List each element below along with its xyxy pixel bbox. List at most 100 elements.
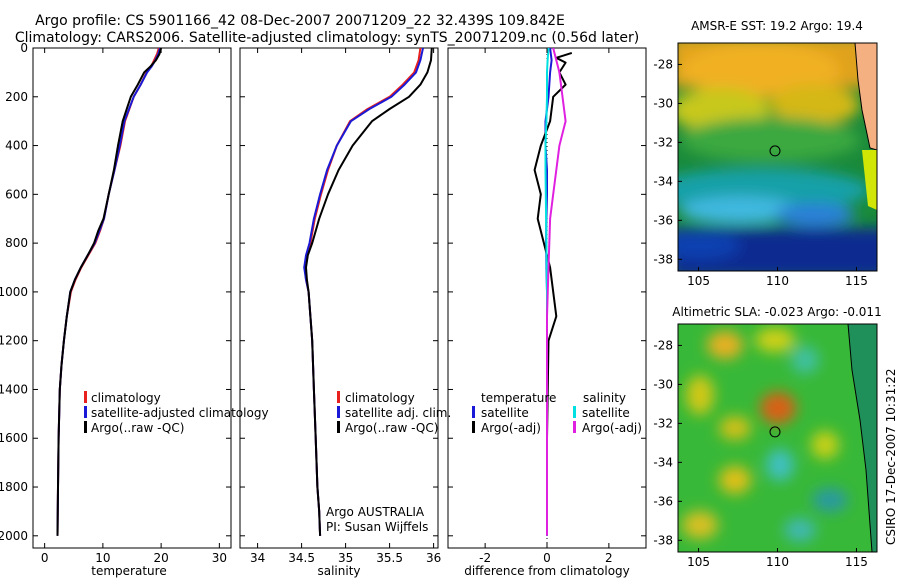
salinity-x-label: salinity	[317, 564, 360, 578]
salinity-panel: 34 34.5 35 35.5 36 salinity climatology sate…	[239, 47, 451, 578]
series-line-argo-raw-qc-	[305, 48, 433, 536]
legend-swatch-satellite	[84, 406, 87, 418]
map-y-tick-label: -28	[653, 338, 673, 352]
legend-text-temp-satellite: satellite	[481, 406, 529, 420]
map-y-tick-label: -30	[653, 96, 673, 110]
series-line-argo-raw-qc-	[56, 48, 163, 536]
map-x-tick-label: 105	[687, 274, 710, 288]
sst-map-landmass	[854, 43, 877, 151]
legend-text-sal-argo: Argo(-adj)	[582, 421, 642, 435]
salinity-series-group	[303, 48, 433, 536]
map-y-tick-label: -34	[653, 174, 673, 188]
map-y-tick-label: -36	[653, 494, 673, 508]
x-tick-label: 10	[95, 551, 110, 565]
map-y-tick-label: -32	[653, 416, 673, 430]
sst-map-panel: AMSR-E SST: 19.2 Argo: 19.4 105 110 115 -28…	[653, 19, 878, 288]
annotation-pi: PI: Susan Wijffels	[326, 520, 428, 534]
sla-map-title: Altimetric SLA: -0.023 Argo: -0.011	[672, 305, 881, 319]
sla-map-axes: 105 110 115 -28 -30 -32 -34 -36 -38	[653, 338, 868, 569]
difference-legend: temperature salinity satellite Argo(-adj…	[472, 391, 642, 435]
sla-map-image	[678, 324, 877, 552]
legend-text-satellite: satellite-adjusted climatology	[91, 406, 269, 420]
sst-map-coastal-warm-band	[862, 150, 877, 210]
sla-map-panel: Altimetric SLA: -0.023 Argo: -0.011 10	[653, 305, 881, 569]
x-tick-label: 30	[212, 551, 227, 565]
map-y-tick-label: -30	[653, 377, 673, 391]
series-line-climatology	[56, 48, 160, 536]
x-tick-label: 20	[153, 551, 168, 565]
map-y-tick-label: -34	[653, 455, 673, 469]
map-y-tick-label: -28	[653, 57, 673, 71]
salinity-plot-frame	[239, 47, 439, 549]
series-line-temperature-argo-adj-	[533, 51, 573, 536]
map-y-tick-label: -38	[653, 252, 673, 266]
temperature-plot-frame	[32, 47, 232, 549]
y-tick-label: 1800	[0, 480, 28, 494]
legend-header-salinity: salinity	[583, 391, 626, 405]
y-tick-label: 0	[20, 41, 28, 55]
map-x-tick-label: 115	[845, 274, 868, 288]
map-x-tick-label: 105	[687, 555, 710, 569]
series-line-salinity-argo-adj-	[546, 48, 567, 536]
series-line-satellite-adj-clim-	[303, 48, 424, 536]
map-x-tick-label: 115	[845, 555, 868, 569]
side-timestamp-label: CSIRO 17-Dec-2007 10:31:22	[884, 368, 898, 545]
legend-text-argo: Argo(..raw -QC)	[345, 421, 438, 435]
temperature-series-group	[56, 48, 163, 536]
figure-title-line1: Argo profile: CS 5901166_42 08-Dec-2007 …	[35, 13, 565, 29]
legend-text-climatology: climatology	[345, 391, 415, 405]
argo-position-marker-sst	[769, 145, 781, 157]
x-tick-label: -2	[479, 551, 491, 565]
temperature-axes: 0 10 20 30 0 200 400 600 800 1000 1200 1400 1600 1800…	[0, 41, 231, 565]
x-tick-label: 34.5	[288, 551, 315, 565]
y-tick-label: 400	[5, 139, 28, 153]
difference-axes: -2 0 2	[448, 47, 646, 565]
legend-text-temp-argo: Argo(-adj)	[481, 421, 541, 435]
sst-map-axes: 105 110 115 -28 -30 -32 -34 -36 -38	[653, 57, 868, 288]
legend-header-temperature: temperature	[481, 391, 556, 405]
series-line-satellite-adjusted-climatology	[56, 48, 161, 536]
map-x-tick-label: 110	[766, 555, 789, 569]
x-tick-label: 36	[426, 551, 441, 565]
x-tick-label: 34	[250, 551, 265, 565]
temperature-panel: 0 10 20 30 0 200 400 600 800 1000 1200 1400 1600 1800…	[0, 41, 269, 578]
map-y-tick-label: -36	[653, 213, 673, 227]
temperature-x-label: temperature	[91, 564, 166, 578]
salinity-axes: 34 34.5 35 35.5 36	[240, 47, 441, 565]
legend-swatch-sal-satellite	[573, 406, 576, 418]
y-tick-label: 600	[5, 187, 28, 201]
legend-swatch-argo	[84, 421, 87, 433]
annotation-argo-australia: Argo AUSTRALIA	[326, 505, 425, 519]
legend-swatch-argo	[337, 421, 340, 433]
y-tick-label: 1000	[0, 285, 28, 299]
figure-title-line2: Climatology: CARS2006. Satellite-adjuste…	[15, 30, 639, 46]
sst-map-image	[678, 43, 877, 271]
y-tick-label: 1400	[0, 382, 28, 396]
map-x-tick-label: 110	[766, 274, 789, 288]
salinity-legend: climatology satellite adj. clim. Argo(..…	[337, 391, 451, 435]
legend-text-argo: Argo(..raw -QC)	[91, 421, 184, 435]
map-y-tick-label: -32	[653, 135, 673, 149]
legend-swatch-climatology	[337, 391, 340, 403]
difference-x-label: difference from climatology	[464, 564, 630, 578]
x-tick-label: 0	[41, 551, 49, 565]
sla-map-background	[678, 324, 877, 552]
difference-series-group	[533, 48, 573, 536]
x-tick-label: 2	[605, 551, 613, 565]
map-y-tick-label: -38	[653, 533, 673, 547]
series-line-climatology	[304, 48, 422, 536]
x-tick-label: 35	[338, 551, 353, 565]
y-tick-label: 2000	[0, 529, 28, 543]
argo-position-marker-sla	[769, 426, 781, 438]
temperature-legend: climatology satellite-adjusted climatolo…	[84, 391, 269, 435]
legend-swatch-satellite	[337, 406, 340, 418]
legend-swatch-temp-argo	[472, 421, 475, 433]
y-tick-label: 1600	[0, 431, 28, 445]
legend-swatch-temp-satellite	[472, 406, 475, 418]
difference-panel: -2 0 2 difference from climatology tempera…	[447, 47, 647, 578]
y-tick-label: 1200	[0, 334, 28, 348]
legend-swatch-sal-argo	[573, 421, 576, 433]
legend-text-sal-satellite: satellite	[582, 406, 630, 420]
x-tick-label: 0	[543, 551, 551, 565]
